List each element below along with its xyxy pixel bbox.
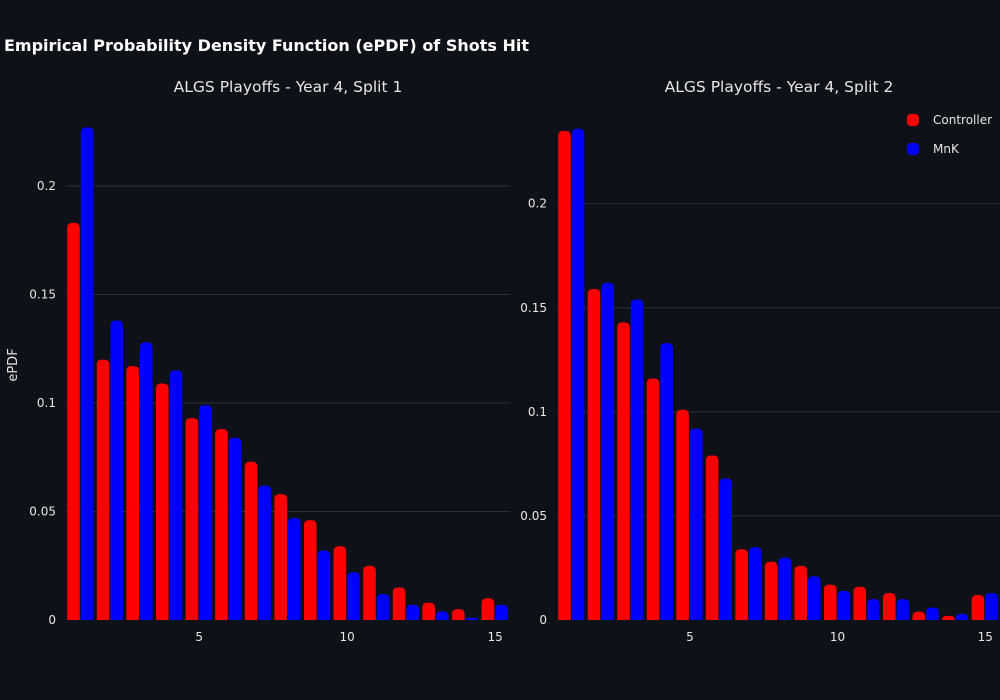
- bar-mnk-11: [376, 593, 390, 620]
- bar-mnk-7: [258, 485, 272, 620]
- bar-controller-4: [646, 378, 660, 620]
- subplot-title: ALGS Playoffs - Year 4, Split 2: [665, 78, 894, 96]
- bar-mnk-15: [985, 592, 998, 620]
- x-tick-label: 15: [978, 630, 993, 644]
- bar-mnk-3: [140, 342, 153, 620]
- legend-swatch-controller: [907, 114, 919, 126]
- bar-mnk-8: [778, 557, 792, 620]
- bar-controller-11: [853, 586, 867, 620]
- bar-controller-8: [274, 494, 287, 620]
- bar-controller-8: [764, 561, 778, 620]
- bar-mnk-7: [748, 547, 762, 620]
- bar-controller-3: [126, 366, 139, 620]
- bar-controller-1: [558, 130, 571, 620]
- bar-controller-7: [735, 549, 748, 620]
- chart-title: Empirical Probability Density Function (…: [4, 36, 530, 55]
- bar-controller-12: [883, 592, 896, 620]
- bar-mnk-12: [406, 604, 420, 620]
- y-axis-label: ePDF: [6, 348, 21, 381]
- y-tick-label: 0: [539, 613, 547, 627]
- bar-mnk-15: [495, 604, 508, 620]
- x-tick-label: 5: [686, 630, 694, 644]
- bar-controller-14: [942, 615, 955, 620]
- bar-mnk-8: [288, 518, 301, 620]
- bar-controller-2: [587, 289, 601, 620]
- bar-mnk-10: [347, 572, 360, 620]
- bar-mnk-14: [465, 617, 479, 620]
- y-tick-label: 0.2: [528, 197, 547, 211]
- bar-controller-15: [481, 598, 495, 620]
- bar-controller-10: [333, 546, 347, 620]
- bar-mnk-5: [689, 428, 703, 620]
- subplot-1: ALGS Playoffs - Year 4, Split 1 0 0.05 0.1 0…: [6, 78, 510, 644]
- bar-controller-13: [912, 611, 926, 620]
- bar-mnk-1: [571, 128, 585, 621]
- x-tick-label: 5: [195, 630, 203, 644]
- bar-controller-15: [971, 595, 985, 620]
- bar-controller-6: [215, 429, 228, 620]
- y-tick-label: 0.15: [29, 287, 56, 301]
- legend-label-mnk: MnK: [933, 142, 960, 156]
- bar-mnk-10: [837, 590, 851, 620]
- bar-controller-12: [392, 587, 406, 620]
- legend-label-controller: Controller: [933, 113, 992, 127]
- bar-mnk-12: [896, 599, 910, 620]
- legend: Controller MnK: [907, 113, 992, 156]
- subplot-2: ALGS Playoffs - Year 4, Split 2 0 0.05 0.1 0…: [520, 78, 1000, 644]
- bar-mnk-1: [80, 127, 94, 621]
- bar-mnk-11: [867, 599, 880, 620]
- bar-mnk-9: [317, 550, 331, 620]
- bar-controller-10: [823, 584, 837, 620]
- bar-controller-9: [303, 520, 317, 620]
- y-tick-label: 0.1: [528, 405, 547, 419]
- bar-mnk-4: [660, 343, 673, 620]
- y-tick-label: 0.2: [37, 179, 56, 193]
- bar-controller-9: [794, 565, 808, 620]
- y-tick-label: 0.05: [29, 504, 56, 518]
- bar-mnk-4: [169, 370, 183, 620]
- bar-mnk-9: [808, 576, 821, 620]
- bar-controller-1: [67, 222, 80, 620]
- subplot-title: ALGS Playoffs - Year 4, Split 1: [174, 78, 403, 96]
- y-tick-label: 0.1: [37, 396, 56, 410]
- x-tick-label: 10: [830, 630, 845, 644]
- bar-controller-6: [705, 455, 719, 620]
- y-tick-label: 0: [48, 613, 56, 627]
- bar-mnk-2: [110, 320, 124, 620]
- bar-mnk-13: [926, 607, 939, 620]
- bar-controller-5: [185, 418, 199, 620]
- bar-controller-3: [617, 322, 630, 620]
- x-tick-label: 10: [340, 630, 355, 644]
- bar-controller-4: [155, 383, 169, 620]
- bar-controller-13: [422, 602, 435, 620]
- bar-mnk-6: [719, 478, 733, 620]
- legend-swatch-mnk: [907, 143, 919, 155]
- y-tick-label: 0.15: [520, 301, 547, 315]
- bar-controller-14: [451, 609, 465, 620]
- x-tick-label: 15: [488, 630, 503, 644]
- bar-mnk-2: [601, 282, 614, 620]
- bar-mnk-13: [436, 611, 449, 620]
- bar-mnk-6: [228, 437, 242, 620]
- bar-controller-7: [244, 461, 258, 620]
- bar-mnk-3: [630, 299, 644, 620]
- bar-mnk-14: [955, 613, 969, 620]
- bar-controller-11: [363, 565, 376, 620]
- bar-mnk-5: [199, 405, 212, 620]
- bar-controller-5: [676, 409, 689, 620]
- bar-controller-2: [96, 359, 110, 620]
- y-tick-label: 0.05: [520, 509, 547, 523]
